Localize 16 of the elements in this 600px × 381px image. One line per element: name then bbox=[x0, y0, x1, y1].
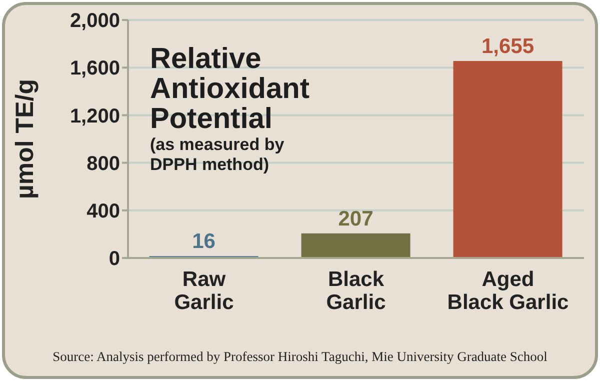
data-label: 207 bbox=[338, 207, 374, 230]
x-tick-label: Black Garlic bbox=[326, 268, 386, 314]
text: (as measured by DPPH method) bbox=[150, 135, 286, 175]
y-tick-label: 400 bbox=[86, 200, 120, 222]
data-label: 16 bbox=[192, 230, 216, 254]
y-tick-label: 2,000 bbox=[70, 10, 120, 32]
y-tick-label: 1,600 bbox=[70, 58, 120, 80]
text: Relative Antioxidant Potential bbox=[150, 43, 310, 135]
source-note: Source: Analysis performed by Professor Hiroshi Taguchi, Mie University Graduate School bbox=[52, 349, 548, 365]
x-tick-label: Raw Garlic bbox=[174, 268, 234, 314]
y-tick-label: 1,200 bbox=[70, 105, 120, 128]
data-label: 1,655 bbox=[482, 35, 534, 58]
x-tick-label: Aged Black Garlic bbox=[447, 268, 570, 314]
y-axis-title: µmol TE/g bbox=[10, 79, 39, 199]
y-tick-label: 800 bbox=[86, 152, 120, 175]
y-tick-label: 0 bbox=[108, 248, 120, 270]
